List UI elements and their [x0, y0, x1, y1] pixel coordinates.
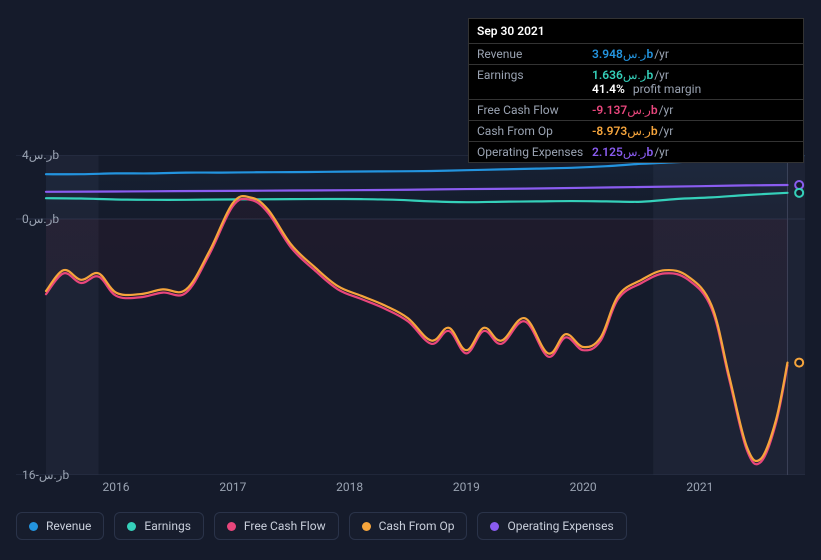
legend-item-opex[interactable]: Operating Expenses: [477, 512, 626, 540]
legend-swatch: [29, 522, 38, 531]
chart-legend: Revenue Earnings Free Cash Flow Cash From O…: [16, 512, 627, 540]
tooltip-metric-label: Operating Expenses: [477, 145, 592, 159]
x-tick-label: 2021: [686, 480, 713, 494]
tooltip-value-number: 3.948: [592, 47, 623, 61]
legend-label: Revenue: [46, 519, 91, 533]
legend-swatch: [490, 522, 499, 531]
legend-label: Operating Expenses: [507, 519, 613, 533]
legend-label: Cash From Op: [379, 519, 455, 533]
tooltip-value-number: -8.973: [592, 124, 627, 138]
tooltip-row: Free Cash Flow-9.137ر.سb /yr: [469, 100, 803, 121]
tooltip-row: Cash From Op-8.973ر.سb /yr: [469, 121, 803, 142]
legend-swatch: [362, 522, 371, 531]
tooltip-row: Earnings1.636ر.سb /yr41.4%profit margin: [469, 65, 803, 100]
tooltip-row: Revenue3.948ر.سb /yr: [469, 44, 803, 65]
tooltip-metric-label: Free Cash Flow: [477, 103, 592, 117]
legend-item-revenue[interactable]: Revenue: [16, 512, 104, 540]
legend-label: Earnings: [144, 519, 191, 533]
tooltip-value-number: 2.125: [592, 145, 623, 159]
tooltip-value-number: 1.636: [592, 68, 623, 82]
financials-chart: [16, 155, 805, 475]
tooltip-value-number: -9.137: [592, 103, 627, 117]
legend-item-earnings[interactable]: Earnings: [114, 512, 204, 540]
x-tick-label: 2019: [453, 480, 480, 494]
chart-tooltip: Sep 30 2021 Revenue3.948ر.سb /yrEarnings…: [468, 18, 804, 163]
legend-swatch: [127, 522, 136, 531]
tooltip-date: Sep 30 2021: [469, 19, 803, 44]
x-tick-label: 2017: [219, 480, 246, 494]
legend-item-cfo[interactable]: Cash From Op: [349, 512, 468, 540]
x-tick-label: 2016: [103, 480, 130, 494]
x-axis-labels: 2016 2017 2018 2019 2020 2021: [16, 480, 805, 500]
legend-label: Free Cash Flow: [244, 519, 326, 533]
y-tick-label: ر.س4b: [22, 148, 59, 162]
y-tick-label: ر.س-16b: [22, 468, 69, 482]
tooltip-rows: Revenue3.948ر.سb /yrEarnings1.636ر.سb /y…: [469, 44, 803, 162]
tooltip-metric-label: Earnings: [477, 68, 592, 96]
x-tick-label: 2018: [336, 480, 363, 494]
legend-swatch: [227, 522, 236, 531]
tooltip-metric-label: Cash From Op: [477, 124, 592, 138]
y-tick-label: ر.س0b: [22, 212, 59, 226]
tooltip-metric-label: Revenue: [477, 47, 592, 61]
x-tick-label: 2020: [570, 480, 597, 494]
legend-item-fcf[interactable]: Free Cash Flow: [214, 512, 339, 540]
tooltip-row: Operating Expenses2.125ر.سb /yr: [469, 142, 803, 162]
